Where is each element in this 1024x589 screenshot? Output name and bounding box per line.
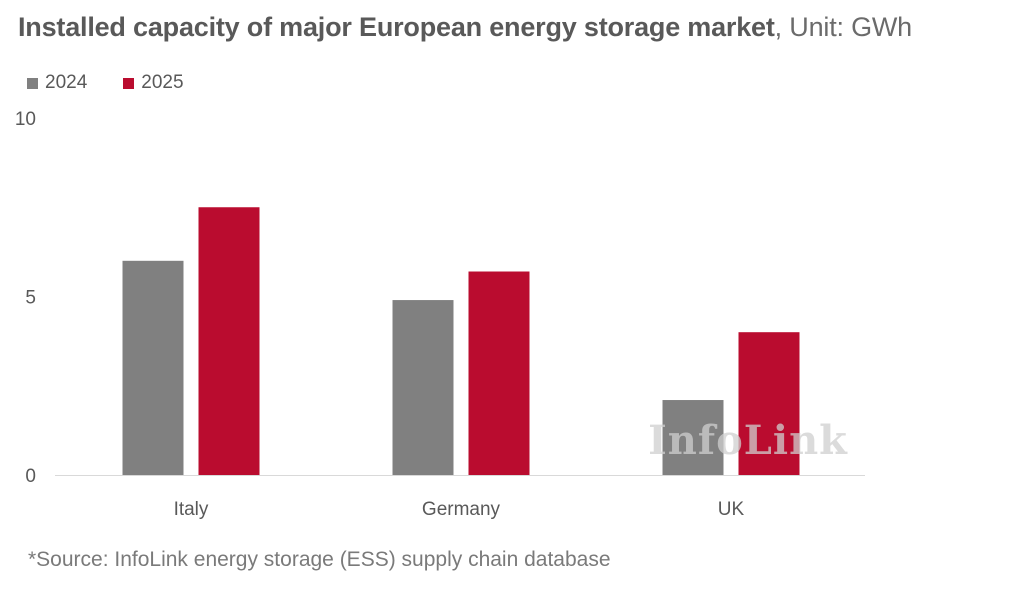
legend-swatch-2025 [123,77,135,89]
chart-title-main: Installed capacity of major European ene… [18,12,775,42]
y-tick-label: 10 [15,109,36,130]
x-tick-label-germany: Germany [422,499,501,520]
chart-unit-label: , Unit: GWh [774,12,913,42]
legend-label-2024: 2024 [45,72,88,93]
legend-label-2025: 2025 [141,72,184,93]
bar-2024-uk [662,400,724,475]
bar-2024-italy [122,260,184,475]
bar-2025-germany [468,271,530,475]
legend-swatch-2024 [27,77,38,89]
x-tick-label-italy: Italy [174,499,209,520]
source-note: *Source: InfoLink energy storage (ESS) s… [28,548,611,571]
legend-item-2025: 2025 [123,72,184,94]
bar-2024-germany [392,300,454,475]
legend: 2024 2025 [27,72,220,94]
bar-2025-uk [738,332,800,475]
watermark-text: InfoLink [648,417,848,464]
bar-2025-italy [198,207,260,475]
y-tick-label: 0 [25,466,36,487]
chart-title: Installed capacity of major European ene… [18,12,912,43]
legend-item-2024: 2024 [27,72,87,94]
x-tick-label-uk: UK [718,499,745,520]
y-tick-label: 5 [25,288,36,309]
